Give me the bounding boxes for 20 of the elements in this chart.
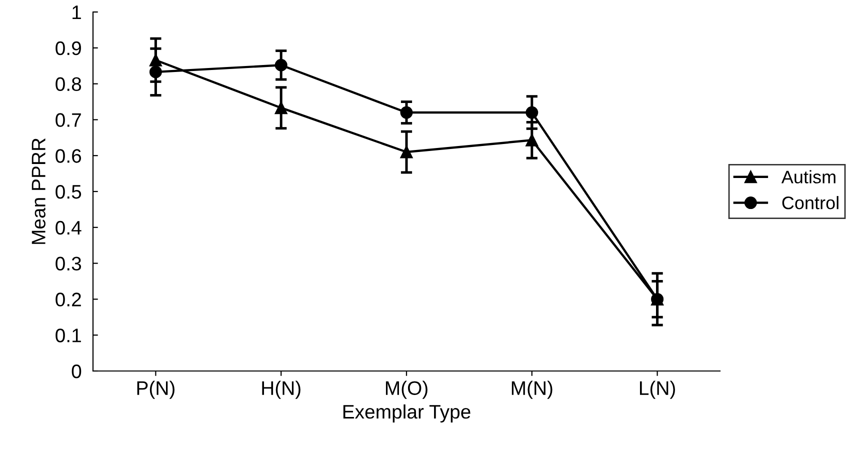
y-tick-label: 0.5 xyxy=(56,184,82,199)
y-tick-label: 0.6 xyxy=(56,149,82,163)
y-tick-label: 1 xyxy=(72,6,81,20)
legend-label: Control xyxy=(782,196,838,210)
y-tick-label: 0.9 xyxy=(56,41,81,56)
y-tick-label: 0 xyxy=(72,364,82,378)
y-tick-label: 0.7 xyxy=(56,113,81,127)
x-tick-label: P(N) xyxy=(137,380,174,399)
x-axis-title: Exemplar Type xyxy=(343,404,470,423)
y-tick-label: 0.8 xyxy=(56,77,82,92)
y-axis-title: Mean PPRR xyxy=(32,138,46,244)
y-tick-label: 0.2 xyxy=(56,292,81,306)
legend-label: Autism xyxy=(781,170,836,184)
y-tick-label: 0.1 xyxy=(56,328,81,342)
x-tick-label: M(N) xyxy=(512,380,552,399)
y-tick-label: 0.4 xyxy=(56,220,82,235)
y-tick-label: 0.3 xyxy=(56,256,82,271)
x-tick-label: M(O) xyxy=(386,380,428,399)
x-tick-label: L(N) xyxy=(640,380,675,399)
x-tick-label: H(N) xyxy=(262,380,300,399)
